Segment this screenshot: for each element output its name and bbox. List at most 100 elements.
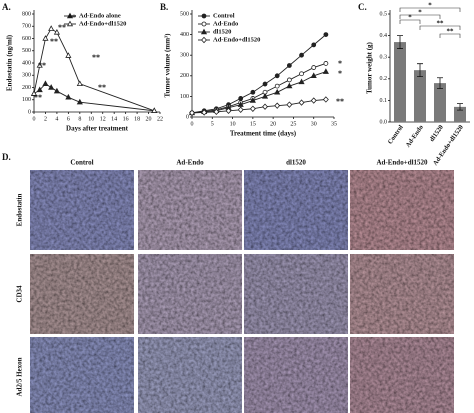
- x-tick-label: 10: [230, 121, 236, 127]
- x-tick-label: 12: [100, 116, 106, 122]
- x-tick-label: 35: [331, 121, 337, 127]
- error-bar: [397, 35, 403, 49]
- marker: [310, 72, 317, 78]
- y-tick-label: 200: [180, 73, 189, 79]
- row-label: CD34: [16, 285, 24, 303]
- x-tick-label: 14: [111, 116, 117, 122]
- error-bar: [437, 77, 443, 89]
- legend-marker: [200, 28, 208, 35]
- marker: [53, 28, 60, 35]
- x-tick-label: 10: [88, 116, 94, 122]
- marker: [201, 109, 208, 116]
- x-axis-label: Days after treatment: [66, 125, 129, 133]
- marker: [322, 96, 329, 103]
- annotation: *: [418, 9, 422, 17]
- y-tick-label: 0.0: [380, 119, 388, 125]
- x-tick-label: Ad-Endo: [405, 124, 425, 149]
- annotation: **: [50, 37, 58, 46]
- micrograph: [138, 337, 242, 413]
- x-tick-label: 25: [290, 121, 296, 127]
- marker: [286, 82, 293, 89]
- annotation: **: [68, 13, 76, 22]
- legend-label: Ad-Endo: [213, 20, 238, 27]
- bar: [414, 70, 426, 122]
- x-tick-label: 18: [134, 116, 140, 122]
- legend-label: Ad-Endo+dl1520: [79, 20, 126, 27]
- micrograph: [138, 170, 242, 250]
- y-tick-label: 300: [180, 53, 189, 59]
- x-tick-label: Control: [387, 124, 405, 146]
- y-tick-label: 800: [22, 11, 31, 17]
- y-tick-label: 0: [28, 109, 31, 115]
- micrograph: [244, 337, 348, 413]
- marker: [298, 99, 305, 106]
- micrograph: [30, 337, 134, 413]
- legend-marker: [201, 13, 207, 19]
- panel-label: C.: [358, 2, 367, 12]
- y-tick-label: 0.2: [380, 76, 388, 82]
- marker: [249, 105, 256, 112]
- legend-marker: [66, 20, 74, 27]
- marker: [213, 108, 220, 116]
- annotation: **: [92, 53, 100, 62]
- marker: [48, 84, 55, 90]
- x-tick-label: 0: [33, 116, 36, 122]
- y-tick-label: 200: [22, 85, 31, 91]
- legend-label: Ad-Endo alone: [79, 12, 121, 19]
- legend-label: Control: [213, 12, 235, 19]
- annotation: **: [98, 83, 106, 92]
- annotation: **: [437, 20, 445, 28]
- bracket: [399, 19, 421, 24]
- micrograph: [244, 170, 348, 250]
- bracket: [399, 14, 441, 19]
- marker: [30, 90, 38, 96]
- y-axis-label: Tumor volume (mm³): [164, 33, 172, 98]
- series-line: [191, 34, 327, 114]
- x-tick-label: 0: [191, 121, 194, 127]
- x-tick-label: 20: [270, 121, 276, 127]
- marker: [238, 96, 244, 101]
- column-header: Ad-Endo+dl1520: [376, 159, 428, 167]
- error-bar: [457, 103, 463, 111]
- marker: [261, 92, 269, 99]
- row-label: Endostatin: [16, 194, 24, 227]
- bar: [434, 83, 446, 122]
- y-axis-label: Tumor weight (g): [366, 41, 374, 93]
- micrograph: [350, 337, 454, 413]
- marker: [299, 52, 304, 58]
- annotation: *: [428, 2, 432, 10]
- column-header: Ad-Endo: [176, 159, 204, 167]
- legend-marker: [201, 21, 207, 27]
- x-tick-label: 4: [55, 116, 58, 122]
- x-tick-label: 15: [250, 121, 256, 127]
- y-tick-label: 0.5: [380, 11, 388, 17]
- annotation: **: [336, 97, 344, 106]
- series-line: [191, 71, 327, 114]
- marker: [311, 65, 317, 70]
- bracket: [399, 7, 461, 12]
- x-tick-label: 5: [211, 121, 214, 127]
- marker: [323, 32, 329, 37]
- x-tick-label: 16: [123, 116, 129, 122]
- marker: [225, 107, 232, 115]
- marker: [262, 103, 268, 110]
- marker: [250, 89, 256, 95]
- marker: [274, 73, 280, 79]
- x-tick-label: 2: [44, 116, 47, 122]
- annotation: *: [338, 59, 342, 68]
- y-tick-label: 0.4: [380, 33, 388, 39]
- legend-label: Ad-Endo+dl1520: [213, 36, 260, 43]
- marker: [274, 102, 281, 109]
- marker: [299, 71, 304, 77]
- marker: [189, 109, 195, 117]
- marker: [237, 101, 244, 107]
- micrograph: [30, 170, 134, 250]
- x-tick-label: 30: [311, 121, 317, 127]
- panel-label: B.: [160, 2, 168, 12]
- y-tick-label: 700: [22, 24, 31, 30]
- micrograph: [30, 254, 134, 334]
- x-tick-label: dl1520: [429, 124, 445, 143]
- marker: [151, 107, 158, 113]
- x-tick-label: 20: [146, 116, 152, 122]
- annotation: **: [447, 28, 455, 36]
